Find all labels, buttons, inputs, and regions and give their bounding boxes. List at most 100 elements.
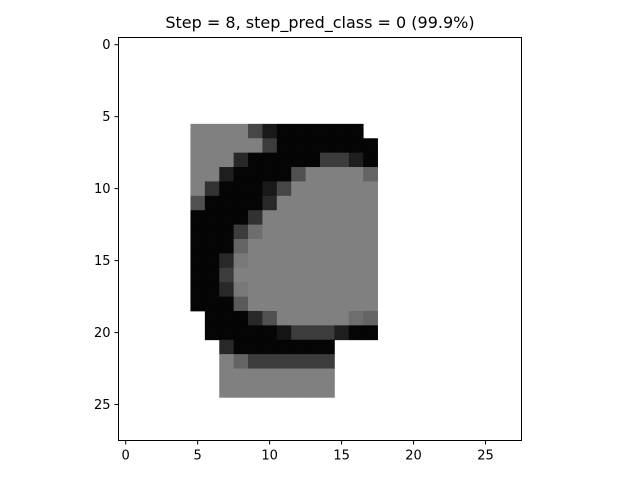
heatmap-cell [190,267,206,283]
heatmap-cell [334,239,350,254]
heatmap-cell [204,138,220,154]
heatmap-cell [190,224,206,240]
heatmap-cell [248,224,263,240]
heatmap-cell [320,239,335,254]
heatmap-cell [276,253,292,269]
heatmap-cell [219,253,235,269]
heatmap-cell [363,210,378,226]
heatmap-cell [262,239,278,254]
heatmap-cell [262,368,278,384]
heatmap-cell [233,152,249,168]
heatmap-cell [262,325,278,341]
heatmap-cell [190,253,206,269]
x-tick-label: 15 [333,449,350,464]
heatmap-cell [291,368,307,384]
heatmap-cell [219,138,235,154]
heatmap-cell [320,368,335,384]
heatmap-cell [291,282,307,297]
heatmap-cell [320,224,335,240]
heatmap-cell [363,152,378,168]
heatmap-cell [204,195,220,211]
x-axis: 0 5 10 15 20 25 [122,440,494,464]
heatmap-cell [233,138,249,154]
heatmap-cell [291,325,307,341]
heatmap-cell [334,253,350,269]
heatmap-cell [219,325,235,341]
heatmap-cell [248,296,263,312]
heatmap-cell [276,310,292,326]
heatmap-cell [363,181,378,197]
heatmap-cell [248,167,263,182]
heatmap-cell [219,382,235,398]
heatmap-cell [334,181,350,197]
heatmap-cell [348,181,364,197]
heatmap-cell [334,267,350,283]
heatmap-cell [190,195,206,211]
heatmap-cell [291,123,307,139]
heatmap-cell [276,138,292,154]
heatmap-cell [262,224,278,240]
heatmap-cell [248,354,263,369]
heatmap-cell [233,282,249,297]
heatmap-cell [305,210,321,226]
heatmap-cell [348,138,364,154]
heatmap-cell [190,210,206,226]
heatmap-cell [233,253,249,269]
heatmap-cell [262,210,278,226]
y-tick-label: 0 [102,38,110,53]
heatmap-cell [219,310,235,326]
heatmap-cell [219,239,235,254]
heatmap-cell [320,354,335,369]
heatmap-cell [348,210,364,226]
heatmap-cell [291,339,307,355]
heatmap-cell [248,267,263,283]
heatmap-cell [305,282,321,297]
heatmap-cell [219,354,235,369]
heatmap-cell [276,282,292,297]
heatmap-cell [262,310,278,326]
heatmap-cell [219,339,235,355]
heatmap-cell [348,167,364,182]
heatmap-cell [248,253,263,269]
heatmap-cell [348,310,364,326]
x-tick-label: 25 [477,449,494,464]
heatmap-cell [320,296,335,312]
heatmap-cell [233,181,249,197]
heatmap-cell [363,239,378,254]
heatmap-cell [363,224,378,240]
heatmap-cell [276,181,292,197]
heatmap-cell [219,296,235,312]
heatmap-cell [305,267,321,283]
heatmap-cell [320,195,335,211]
heatmap-cell [262,296,278,312]
heatmap-cell [305,195,321,211]
heatmap-cell [276,368,292,384]
heatmap-cell [190,123,206,139]
heatmap-cell [276,325,292,341]
heatmap-cell [276,296,292,312]
heatmap-cell [305,123,321,139]
heatmap-cell [291,224,307,240]
y-tick-label: 5 [102,110,110,125]
heatmap-cell [334,296,350,312]
x-tick-label: 20 [405,449,422,464]
heatmap-cell [262,181,278,197]
heatmap-cell [291,382,307,398]
heatmap-cell [262,195,278,211]
heatmap-cell [190,181,206,197]
heatmap-cell [262,167,278,182]
heatmap-cell [262,354,278,369]
heatmap-cell [233,195,249,211]
heatmap-cell [248,339,263,355]
y-tick-label: 10 [94,182,111,197]
heatmap-cell [233,210,249,226]
heatmap-cell [204,167,220,182]
heatmap-cell [320,382,335,398]
heatmap-cell [233,310,249,326]
heatmap-cell [320,267,335,283]
heatmap-cell [219,181,235,197]
heatmap-cell [233,123,249,139]
heatmap-cell [305,253,321,269]
heatmap-cell [363,138,378,154]
